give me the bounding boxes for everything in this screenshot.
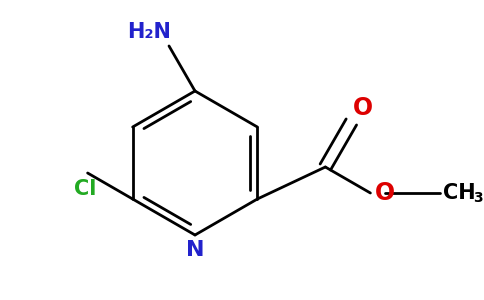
Text: 3: 3 <box>473 191 483 205</box>
Text: H₂N: H₂N <box>127 22 171 42</box>
Text: Cl: Cl <box>75 179 97 199</box>
Text: N: N <box>186 240 204 260</box>
Text: O: O <box>353 96 374 120</box>
Text: O: O <box>375 181 394 205</box>
Text: CH: CH <box>443 183 476 203</box>
